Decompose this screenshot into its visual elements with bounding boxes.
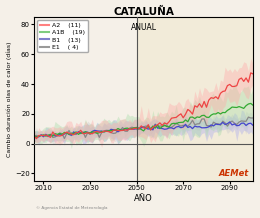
- Title: CATALUÑA: CATALUÑA: [113, 7, 174, 17]
- Text: © Agencia Estatal de Meteorología: © Agencia Estatal de Meteorología: [36, 206, 108, 210]
- Bar: [136, 17, 253, 181]
- Text: ANUAL: ANUAL: [131, 23, 157, 32]
- X-axis label: AÑO: AÑO: [134, 194, 153, 203]
- Legend: A2    (11), A1B    (19), B1    (13), E1    ( 4): A2 (11), A1B (19), B1 (13), E1 ( 4): [37, 20, 88, 52]
- Text: AEMet: AEMet: [218, 169, 249, 178]
- Y-axis label: Cambio duración olas de calor (días): Cambio duración olas de calor (días): [7, 41, 12, 157]
